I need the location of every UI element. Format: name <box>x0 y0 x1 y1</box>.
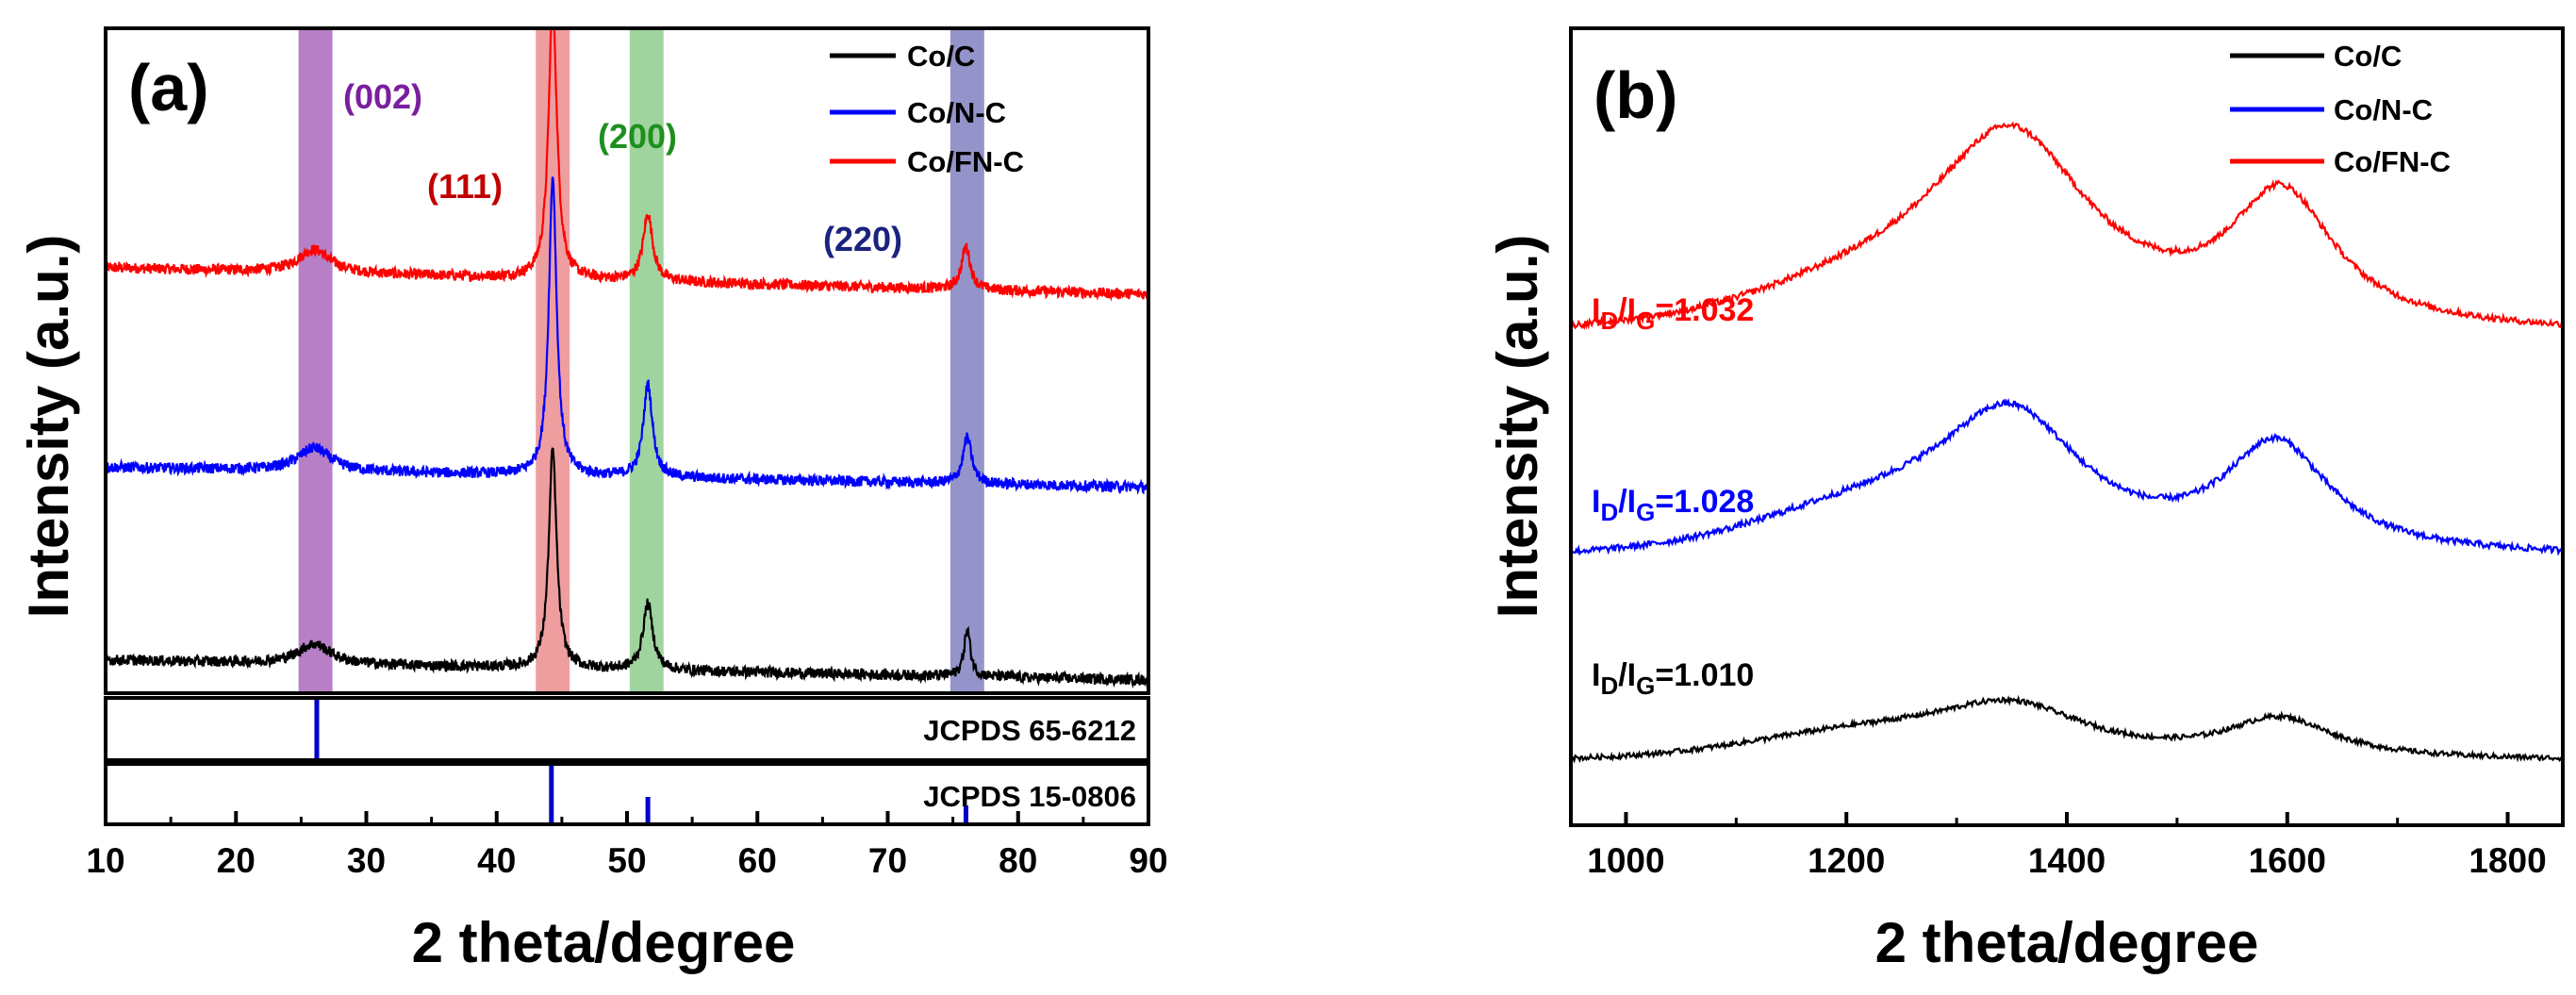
highlight-band-220 <box>949 28 984 693</box>
panel-label-b: (b) <box>1593 58 1677 132</box>
reference-label-2: JCPDS 15-0806 <box>923 780 1136 813</box>
legend-a-label-co-c: Co/C <box>907 40 975 73</box>
legend-b-label-co-n-c: Co/N-C <box>2334 93 2433 126</box>
trace-a-co-fn-c <box>106 28 1148 302</box>
ratio-annotation-co-c: ID/IG=1.010 <box>1592 657 1754 700</box>
panel-b-x-axis-title: 2 theta/degree <box>1875 911 2259 974</box>
reference-label-1: JCPDS 65-6212 <box>923 714 1136 747</box>
ratio-annotation-co-fn-c: ID/IG=1.032 <box>1592 292 1754 335</box>
x-tick-label-a: 70 <box>868 841 907 880</box>
x-tick-label-a: 30 <box>347 841 386 880</box>
highlight-band-002 <box>298 28 333 693</box>
legend-b-label-co-c: Co/C <box>2334 40 2402 73</box>
panel-b-legend: Co/C Co/N-C Co/FN-C <box>2230 40 2451 178</box>
panel-label-a: (a) <box>128 51 209 124</box>
panel-a-legend: Co/C Co/N-C Co/FN-C <box>830 40 1024 178</box>
panel-a-x-axis-title: 2 theta/degree <box>412 911 796 974</box>
legend-a-label-co-fn-c: Co/FN-C <box>907 145 1024 178</box>
x-tick-label-b: 1800 <box>2469 841 2546 880</box>
x-tick-label-b: 1600 <box>2249 841 2326 880</box>
x-tick-label-a: 60 <box>738 841 777 880</box>
panel-a-plot-frame <box>104 26 1150 695</box>
band-label-220: (220) <box>823 220 902 258</box>
x-tick-label-a: 10 <box>86 841 124 880</box>
panel-a-y-axis-title: Intensity (a.u.) <box>17 235 80 619</box>
x-tick-label-b: 1200 <box>1808 841 1885 880</box>
legend-b-label-co-fn-c: Co/FN-C <box>2334 145 2451 178</box>
band-label-002: (002) <box>343 77 422 116</box>
x-tick-label-a: 20 <box>217 841 256 880</box>
panel-a-xrd: JCPDS 65-6212 JCPDS 15-0806 10 20 30 40 50 60… <box>17 26 1168 974</box>
highlight-band-111 <box>536 28 570 693</box>
highlight-band-200 <box>629 28 664 693</box>
x-tick-label-a: 80 <box>999 841 1037 880</box>
band-label-111: (111) <box>427 167 503 206</box>
x-tick-label-a: 90 <box>1129 841 1167 880</box>
panel-b-y-axis-title: Intensity (a.u.) <box>1486 235 1549 619</box>
x-tick-label-a: 40 <box>477 841 516 880</box>
trace-b-co-fn-c <box>1571 121 2563 331</box>
trace-b-co-n-c <box>1571 398 2563 556</box>
panel-b-raman: 1000 1200 1400 1600 1800 (b) ID/IG=1.032 ID/… <box>1486 26 2565 974</box>
x-tick-label-b: 1000 <box>1587 841 1664 880</box>
trace-b-co-c <box>1571 694 2563 764</box>
trace-a-co-c <box>106 447 1148 689</box>
x-tick-label-a: 50 <box>607 841 646 880</box>
x-tick-label-b: 1400 <box>2028 841 2105 880</box>
ratio-annotation-co-n-c: ID/IG=1.028 <box>1592 484 1754 526</box>
panel-a-reference-frame-1 <box>104 696 1150 762</box>
trace-a-co-n-c <box>106 176 1148 495</box>
band-label-200: (200) <box>598 117 677 156</box>
legend-a-label-co-n-c: Co/N-C <box>907 96 1006 129</box>
